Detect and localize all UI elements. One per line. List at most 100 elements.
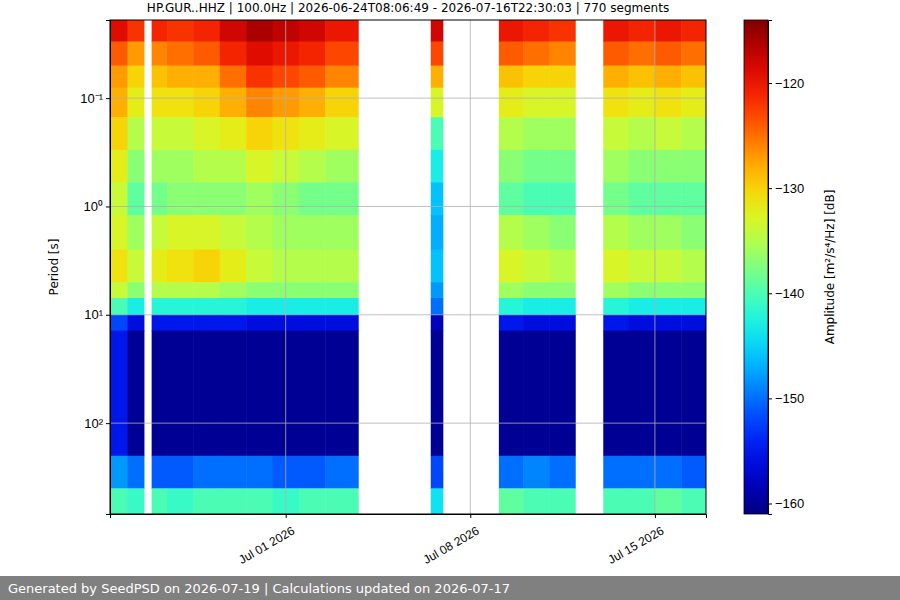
cell xyxy=(127,250,144,283)
cell xyxy=(127,282,144,298)
cell xyxy=(167,215,194,250)
cell xyxy=(167,315,194,331)
cell xyxy=(681,182,706,215)
cell xyxy=(499,282,524,298)
cell xyxy=(127,182,144,215)
cell xyxy=(127,298,144,315)
plot-frame xyxy=(110,20,706,514)
cell xyxy=(523,488,550,514)
cell xyxy=(629,88,656,118)
cell xyxy=(193,282,220,298)
cell xyxy=(431,182,444,215)
cell xyxy=(549,456,575,489)
grid-line xyxy=(285,20,286,514)
cell xyxy=(152,331,168,457)
cell xyxy=(603,250,629,283)
cell xyxy=(167,41,194,66)
cell xyxy=(220,117,247,150)
cell xyxy=(110,298,128,315)
cell xyxy=(629,117,656,150)
cell xyxy=(499,20,524,42)
cell xyxy=(681,117,706,150)
colorbar-tick: −160 xyxy=(768,496,804,511)
cell xyxy=(127,88,144,118)
cell xyxy=(523,315,550,331)
cell xyxy=(246,182,273,215)
tick-mark xyxy=(286,514,287,518)
tick-mark xyxy=(106,206,110,207)
x-tick: Jul 15 2026 xyxy=(605,514,666,567)
cell xyxy=(127,315,144,331)
cell xyxy=(499,150,524,183)
cell xyxy=(193,298,220,315)
cell xyxy=(655,215,682,250)
cell xyxy=(152,488,168,514)
cell xyxy=(152,182,168,215)
cell xyxy=(603,20,629,42)
cell xyxy=(220,331,247,457)
tick-label: Jul 01 2026 xyxy=(236,523,297,566)
cell xyxy=(152,88,168,118)
cell xyxy=(629,20,656,42)
cell xyxy=(193,315,220,331)
cell xyxy=(325,488,358,514)
cell xyxy=(110,250,128,283)
cell xyxy=(167,282,194,298)
tick-mark xyxy=(768,188,772,189)
cell xyxy=(325,150,358,183)
cell xyxy=(655,315,682,331)
cell xyxy=(523,117,550,150)
cell xyxy=(167,88,194,118)
colorbar-tick: −130 xyxy=(768,181,804,196)
cell xyxy=(549,282,575,298)
cell xyxy=(299,182,326,215)
cell xyxy=(193,215,220,250)
cell xyxy=(299,88,326,118)
cell xyxy=(499,182,524,215)
grid xyxy=(110,20,706,514)
cell xyxy=(152,456,168,489)
cell xyxy=(549,488,575,514)
cell xyxy=(629,298,656,315)
cell xyxy=(655,150,682,183)
cell xyxy=(246,456,273,489)
cell xyxy=(110,182,128,215)
chart: Jul 01 2026Jul 08 2026Jul 15 202610⁻¹10⁰… xyxy=(0,0,900,600)
cell xyxy=(523,66,550,89)
cell xyxy=(431,298,444,315)
cell xyxy=(603,298,629,315)
cell xyxy=(523,282,550,298)
cell xyxy=(603,117,629,150)
colorbar-title: Amplitude [m²/s⁴/Hz] [dB] xyxy=(823,190,837,345)
tick-label: 10¹ xyxy=(84,307,103,322)
cell xyxy=(193,20,220,42)
y-tick: 10⁻¹ xyxy=(80,91,110,106)
cell xyxy=(681,282,706,298)
cell xyxy=(499,41,524,66)
cell xyxy=(325,41,358,66)
cell xyxy=(220,66,247,89)
cell xyxy=(193,88,220,118)
tick-label: −130 xyxy=(775,181,804,196)
cell xyxy=(127,150,144,183)
cell xyxy=(629,282,656,298)
cell xyxy=(152,150,168,183)
cell xyxy=(655,282,682,298)
cell xyxy=(167,182,194,215)
cell xyxy=(681,41,706,66)
cell xyxy=(220,488,247,514)
cell xyxy=(549,150,575,183)
cell xyxy=(523,298,550,315)
cell xyxy=(299,117,326,150)
cell xyxy=(152,41,168,66)
tick-mark xyxy=(768,83,772,84)
cell xyxy=(325,331,358,457)
y-axis-title: Period [s] xyxy=(47,239,61,296)
cell xyxy=(549,117,575,150)
cell xyxy=(152,20,168,42)
cell xyxy=(127,331,144,457)
cell xyxy=(431,66,444,89)
cell xyxy=(220,315,247,331)
cell xyxy=(127,41,144,66)
cell xyxy=(299,282,326,298)
